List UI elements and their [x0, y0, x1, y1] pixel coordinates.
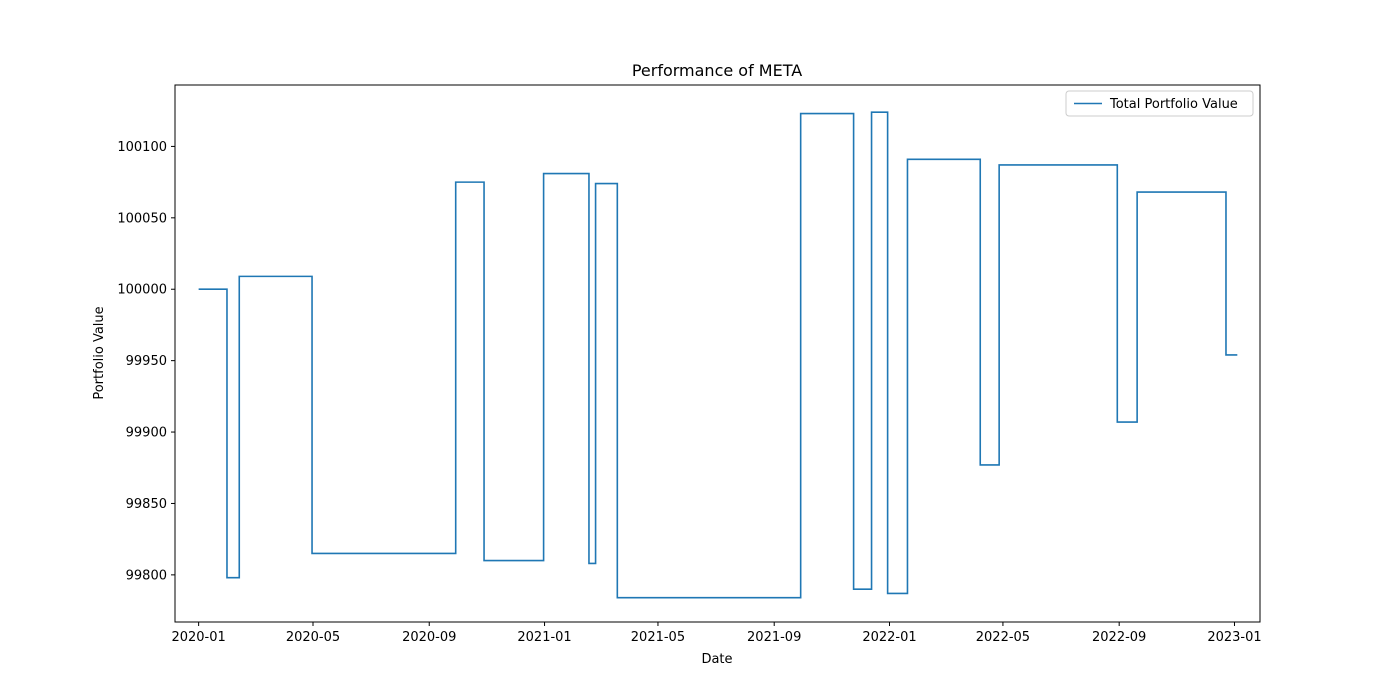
x-tick-label: 2022-05 [976, 630, 1030, 645]
y-tick-label: 99850 [126, 497, 167, 512]
x-tick-label: 2020-01 [171, 630, 225, 645]
x-axis-label: Date [701, 652, 732, 667]
legend-label: Total Portfolio Value [1109, 97, 1238, 112]
y-tick-label: 100050 [117, 211, 167, 226]
plot-area: 2020-01 2020-05 2020-09 2021-01 2021-05 2021-… [117, 85, 1261, 645]
x-tick-label: 2020-05 [286, 630, 340, 645]
y-axis-label: Portfolio Value [92, 306, 107, 399]
x-tick-label: 2021-09 [747, 630, 801, 645]
y-tick-label: 100000 [117, 283, 167, 298]
y-tick-label: 99800 [126, 568, 167, 583]
x-tick-label: 2022-01 [862, 630, 916, 645]
y-tick-label: 100100 [117, 140, 167, 155]
y-tick-label: 99950 [126, 354, 167, 369]
x-tick-label: 2023-01 [1207, 630, 1261, 645]
x-tick-label: 2022-09 [1092, 630, 1146, 645]
x-tick-label: 2021-01 [517, 630, 571, 645]
y-tick-label: 99900 [126, 426, 167, 441]
series-line-0 [199, 112, 1238, 598]
chart-title: Performance of META [632, 61, 802, 80]
x-tick-label: 2021-05 [631, 630, 685, 645]
x-tick-label: 2020-09 [402, 630, 456, 645]
